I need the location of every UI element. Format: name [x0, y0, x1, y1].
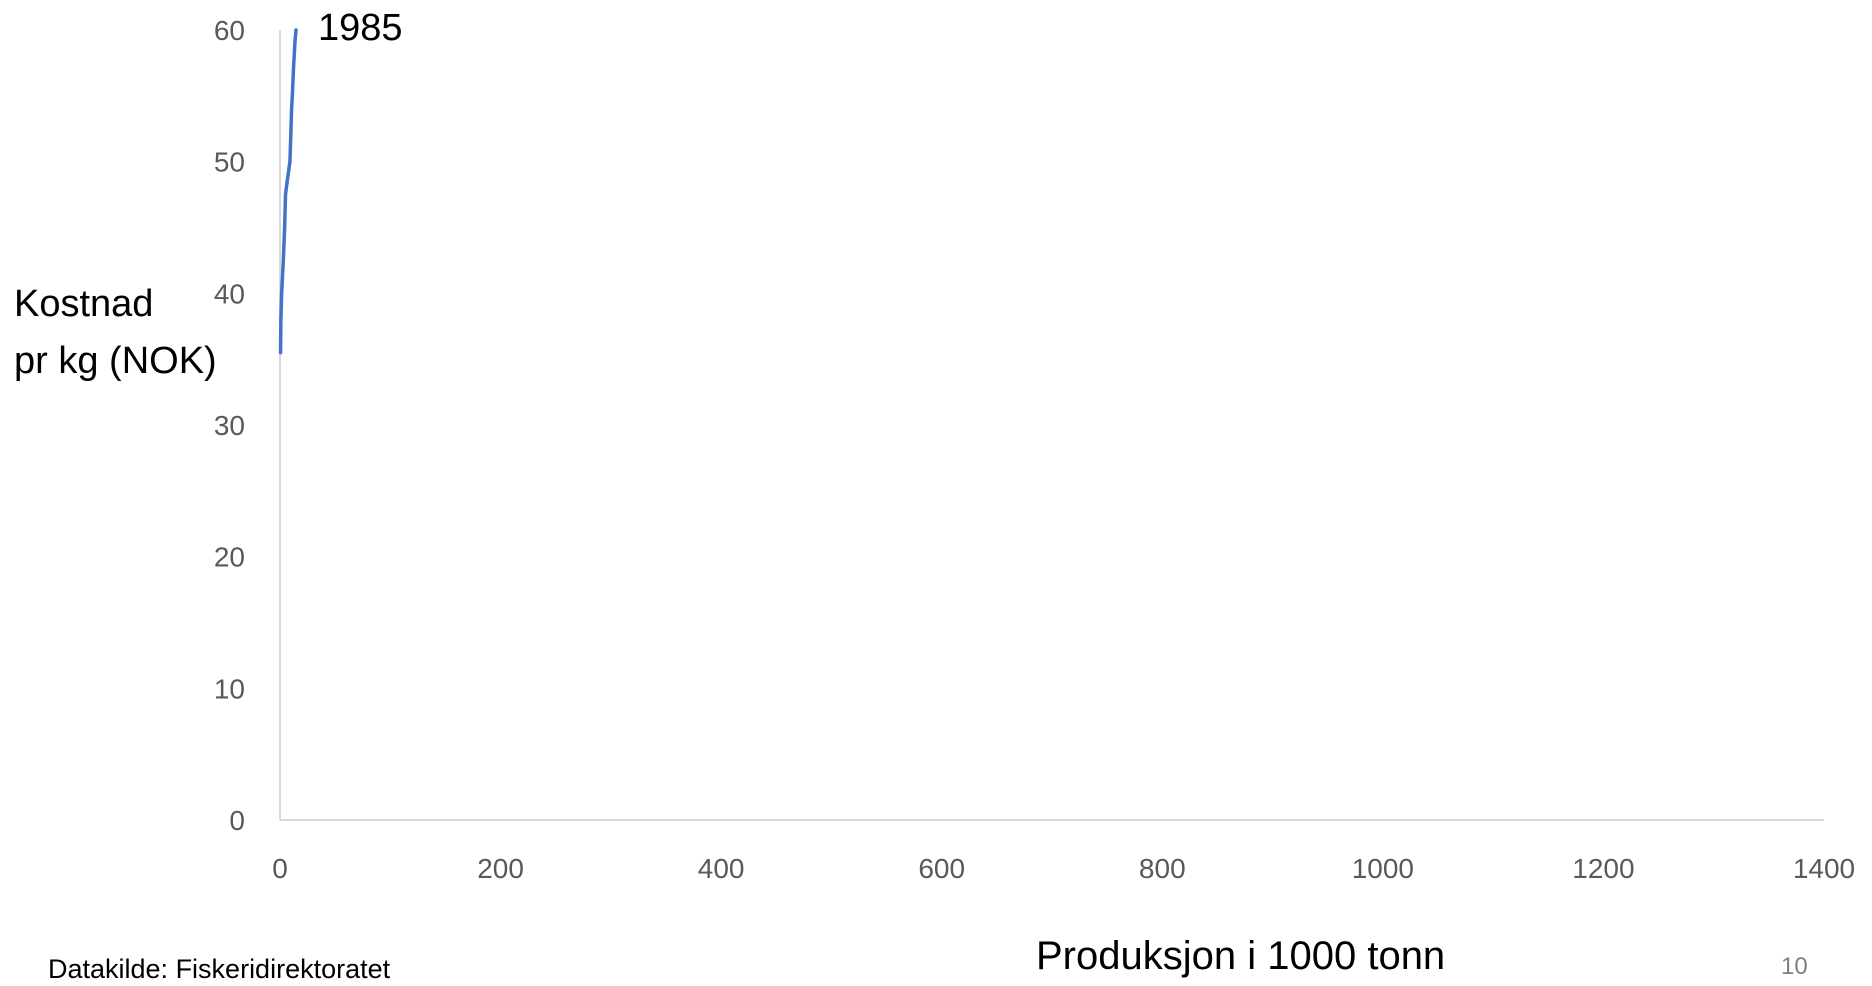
chart-annotations: 1985: [318, 7, 403, 49]
y-tick-label: 20: [214, 542, 245, 573]
source-note: Datakilde: Fiskeridirektoratet: [48, 954, 391, 984]
chart-tick-labels: 0 200 400 600 800 1000 1200 1400 0 10 20 30 40 50 60: [214, 15, 1855, 884]
y-tick-label: 60: [214, 15, 245, 46]
x-tick-label: 0: [272, 853, 288, 884]
y-tick-label: 50: [214, 147, 245, 178]
x-tick-label: 1400: [1793, 853, 1855, 884]
chart-axes: [279, 30, 1824, 821]
x-tick-label: 1000: [1352, 853, 1414, 884]
y-tick-label: 10: [214, 673, 245, 704]
x-tick-label: 800: [1139, 853, 1186, 884]
x-tick-label: 200: [477, 853, 524, 884]
chart-series: [278, 28, 298, 355]
x-tick-label: 1200: [1572, 853, 1634, 884]
y-tick-label: 0: [229, 805, 245, 836]
y-tick-label: 40: [214, 278, 245, 309]
annotation-label: 1985: [318, 7, 403, 49]
page-number: 10: [1781, 953, 1808, 980]
x-tick-label: 600: [918, 853, 965, 884]
series-line: [278, 28, 298, 355]
x-axis-label: Produksjon i 1000 tonn: [1036, 934, 1446, 978]
y-tick-label: 30: [214, 410, 245, 441]
y-axis-label: Kostnad pr kg (NOK): [14, 283, 217, 382]
x-tick-label: 400: [698, 853, 745, 884]
